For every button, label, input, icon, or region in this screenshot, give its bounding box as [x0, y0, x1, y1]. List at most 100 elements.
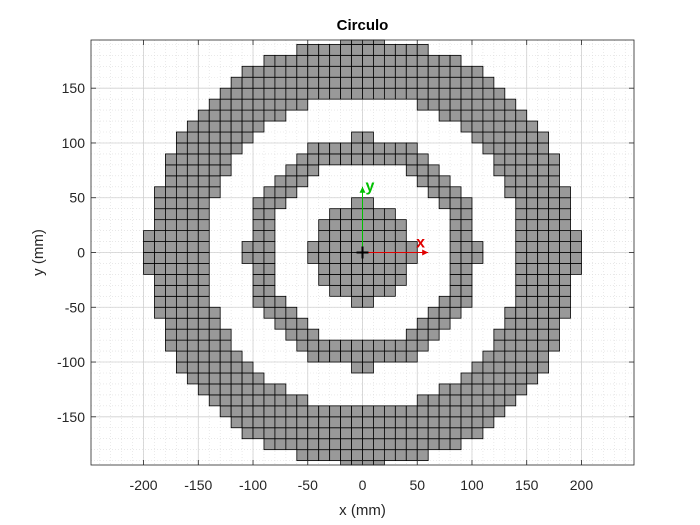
- voxel-cell: [427, 317, 440, 330]
- voxel-cell: [416, 405, 429, 418]
- voxel-cell: [548, 263, 560, 275]
- voxel-cell: [208, 186, 221, 199]
- voxel-cell: [373, 65, 385, 78]
- y-axis-label: y (mm): [30, 229, 47, 276]
- voxel-cell: [373, 405, 385, 418]
- voxel-cell: [340, 274, 352, 286]
- voxel-cell: [460, 76, 473, 89]
- voxel-cell: [537, 274, 550, 286]
- voxel-cell: [165, 230, 177, 242]
- voxel-cell: [373, 438, 385, 451]
- voxel-cell: [460, 241, 473, 253]
- voxel-cell: [351, 295, 363, 308]
- voxel-cell: [362, 361, 374, 374]
- voxel-cell: [274, 197, 287, 210]
- voxel-cell: [252, 98, 265, 111]
- voxel-cell: [252, 427, 265, 440]
- voxel-cell: [351, 131, 363, 144]
- voxel-cell: [351, 449, 363, 462]
- voxel-cell: [460, 383, 473, 396]
- voxel-cell: [197, 252, 210, 264]
- voxel-cell: [537, 263, 550, 275]
- voxel-cell: [427, 175, 440, 188]
- voxel-cell: [405, 43, 418, 56]
- voxel-cell: [383, 76, 396, 89]
- x-tick-label: 0: [359, 477, 367, 493]
- voxel-cell: [263, 54, 276, 67]
- voxel-cell: [559, 263, 571, 275]
- voxel-cell: [526, 186, 539, 199]
- voxel-cell: [197, 339, 210, 352]
- voxel-cell: [548, 252, 560, 264]
- voxel-cell: [515, 372, 528, 385]
- voxel-cell: [197, 219, 210, 231]
- voxel-cell: [175, 317, 188, 330]
- voxel-cell: [197, 153, 210, 166]
- voxel-cell: [427, 306, 440, 319]
- voxel-cell: [197, 350, 210, 363]
- voxel-cell: [383, 427, 396, 440]
- voxel-cell: [559, 208, 571, 221]
- voxel-cell: [165, 284, 177, 297]
- voxel-cell: [285, 175, 298, 188]
- voxel-cell: [186, 164, 199, 177]
- voxel-cell: [230, 76, 243, 89]
- voxel-cell: [241, 98, 254, 111]
- voxel-cell: [504, 131, 517, 144]
- voxel-cell: [208, 317, 221, 330]
- voxel-cell: [471, 65, 484, 78]
- voxel-cell: [416, 438, 429, 451]
- voxel-cell: [165, 339, 177, 352]
- voxel-cell: [285, 416, 298, 429]
- voxel-cell: [318, 219, 331, 231]
- voxel-cell: [186, 219, 199, 231]
- voxel-cell: [515, 361, 528, 374]
- voxel-cell: [493, 383, 506, 396]
- voxel-cell: [318, 274, 331, 286]
- voxel-cell: [548, 230, 560, 242]
- voxel-cell: [197, 142, 210, 155]
- voxel-cell: [340, 405, 352, 418]
- voxel-cell: [351, 263, 363, 275]
- voxel-cell: [405, 350, 418, 363]
- voxel-cell: [318, 427, 331, 440]
- voxel-cell: [307, 43, 320, 56]
- voxel-cell: [548, 284, 560, 297]
- y-tick-label: 50: [69, 190, 85, 206]
- voxel-cell: [537, 175, 550, 188]
- voxel-cell: [154, 208, 166, 221]
- voxel-cell: [285, 76, 298, 89]
- voxel-cell: [394, 438, 407, 451]
- voxel-cell: [526, 241, 539, 253]
- voxel-cell: [438, 394, 451, 407]
- voxel-cell: [537, 350, 550, 363]
- voxel-cell: [559, 284, 571, 297]
- voxel-cell: [416, 449, 429, 462]
- voxel-cell: [416, 317, 429, 330]
- voxel-cell: [548, 241, 560, 253]
- voxel-cell: [537, 164, 550, 177]
- voxel-cell: [197, 120, 210, 133]
- voxel-cell: [219, 394, 232, 407]
- voxel-cell: [493, 164, 506, 177]
- voxel-cell: [165, 241, 177, 253]
- voxel-cell: [208, 328, 221, 341]
- chart-title: Circulo: [337, 17, 389, 34]
- voxel-cell: [208, 394, 221, 407]
- voxel-cell: [197, 317, 210, 330]
- voxel-cell: [362, 438, 374, 451]
- voxel-cell: [307, 252, 320, 264]
- voxel-cell: [471, 87, 484, 100]
- voxel-cell: [383, 274, 396, 286]
- voxel-cell: [471, 252, 484, 264]
- voxel-cell: [175, 186, 188, 199]
- voxel-cell: [340, 65, 352, 78]
- voxel-cell: [394, 449, 407, 462]
- voxel-cell: [373, 142, 385, 155]
- voxel-cell: [241, 131, 254, 144]
- voxel-cell: [394, 76, 407, 89]
- voxel-cell: [351, 339, 363, 352]
- voxel-cell: [329, 449, 342, 462]
- voxel-cell: [340, 54, 352, 67]
- frame-x-label: x: [416, 235, 425, 252]
